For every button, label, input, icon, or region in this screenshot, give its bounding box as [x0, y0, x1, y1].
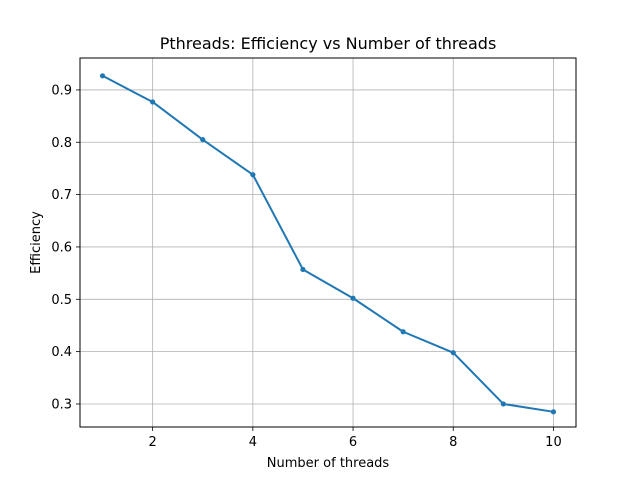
data-point — [99, 73, 106, 79]
y-tick-label: 0.4 — [51, 345, 72, 360]
data-point — [400, 329, 406, 335]
data-point — [300, 266, 306, 273]
data-point — [500, 401, 506, 407]
y-axis-label: Efficiency — [29, 211, 44, 274]
data-point — [150, 99, 156, 105]
series-line — [101, 74, 555, 413]
ticks: 2 4 6 8 10 0.3 0.4 0.5 0.6 0.7 0.8 0.9 — [51, 83, 561, 450]
grid — [80, 58, 576, 427]
y-tick-label: 0.5 — [51, 293, 72, 308]
x-tick-label: 2 — [149, 435, 157, 450]
data-point — [250, 172, 256, 178]
series-layer — [99, 73, 557, 415]
data-point — [450, 350, 456, 356]
y-tick-label: 0.9 — [51, 83, 72, 98]
chart-title: Pthreads: Efficiency vs Number of thread… — [160, 34, 497, 53]
plot-frame — [79, 57, 577, 428]
data-point — [350, 295, 356, 301]
x-tick-label: 10 — [545, 435, 562, 450]
data-point — [550, 409, 557, 415]
x-axis-label: Number of threads — [267, 456, 390, 471]
y-tick-label: 0.8 — [51, 136, 72, 151]
data-point — [200, 137, 206, 143]
y-tick-label: 0.3 — [51, 397, 72, 412]
x-tick-label: 6 — [349, 435, 357, 450]
x-tick-label: 4 — [249, 435, 257, 450]
x-tick-label: 8 — [449, 435, 457, 450]
y-tick-label: 0.7 — [51, 188, 72, 203]
y-tick-label: 0.6 — [51, 240, 72, 255]
